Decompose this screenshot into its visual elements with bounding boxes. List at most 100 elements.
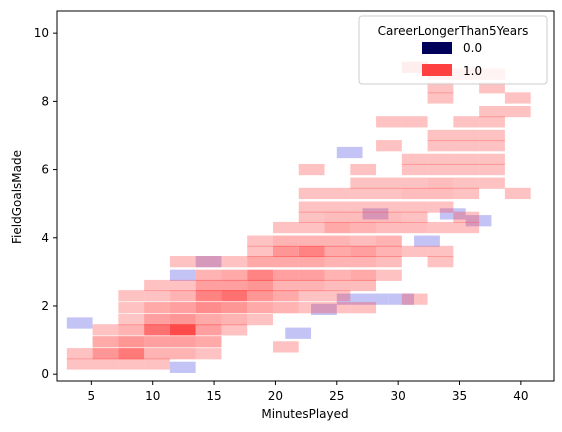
heatmap-cell-s1-85 [350,302,377,314]
x-tick-label-7: 40 [513,389,528,403]
heatmap-cell-s1-137 [453,153,480,165]
heatmap-cell-s1-35 [195,279,222,292]
heatmap-cell-s1-144 [479,153,505,165]
heatmap-cell-s1-76 [324,279,351,292]
heatmap-cell-s1-44 [221,256,248,268]
heatmap-cell-s0-4 [285,327,312,339]
heatmap-cell-s1-59 [272,245,299,258]
heatmap-cell-s1-41 [221,290,248,302]
heatmap-cell-s1-50 [247,256,273,268]
x-tick-label-1: 10 [145,389,160,403]
heatmap-cell-s1-5 [92,324,119,336]
legend-label-0: 0.0 [463,41,482,55]
heatmap-cell-s1-20 [144,279,170,292]
legend-box [358,15,548,85]
heatmap-cell-s1-70 [298,211,325,223]
heatmap-cell-s1-49 [247,269,273,281]
heatmap-cell-s0-3 [195,256,222,268]
heatmap-cell-s1-89 [350,245,377,258]
heatmap-cell-s0-13 [465,215,492,227]
heatmap-cell-s1-97 [376,269,402,281]
heatmap-cell-s1-66 [298,256,325,268]
heatmap-cell-s1-23 [169,324,196,336]
heatmap-cell-s1-58 [272,256,299,268]
heatmap-cell-s1-72 [298,187,325,200]
heatmap-cell-s1-10 [118,313,145,326]
heatmap-cell-s1-93 [350,201,377,213]
heatmap-cell-s0-6 [336,146,363,159]
heatmap-cell-s1-145 [479,140,505,152]
y-axis-title: FieldGoalsMade [10,150,24,244]
heatmap-cell-s1-64 [298,279,325,292]
heatmap-cell-s1-87 [350,269,377,281]
heatmap-cell-s0-12 [439,208,466,220]
heatmap-cell-s1-146 [479,129,505,142]
heatmap-cell-s1-8 [118,336,145,348]
heatmap-cell-s1-75 [324,290,351,302]
heatmap-cell-s1-31 [195,324,222,336]
heatmap-cell-s1-90 [350,235,377,247]
heatmap-cell-s0-8 [362,293,389,305]
heatmap-cell-s1-132 [453,221,480,234]
heatmap-cell-s1-16 [144,324,170,336]
heatmap-cell-s1-136 [453,163,480,176]
heatmap-cell-s1-71 [298,201,325,213]
heatmap-cell-s1-130 [427,82,454,94]
heatmap-cell-s1-152 [504,105,531,118]
heatmap-cell-s1-114 [401,177,428,189]
legend-swatch-1 [422,64,452,76]
heatmap-cell-s1-148 [479,105,505,118]
heatmap-cell-s1-126 [427,153,454,165]
heatmap-cell-s1-54 [272,302,299,314]
heatmap-cell-s1-56 [272,279,299,292]
heatmap-cell-s1-151 [504,187,531,200]
heatmap-cell-s1-36 [195,269,222,281]
heatmap-cell-s1-92 [350,211,377,223]
heatmap-cell-s1-34 [195,290,222,302]
heatmap-cell-s1-47 [247,290,273,302]
heatmap-cell-s1-22 [169,336,196,348]
heatmap-cell-s1-86 [350,279,377,292]
legend-title: CareerLongerThan5Years [378,24,529,38]
heatmap-cell-s1-4 [92,336,119,348]
heatmap-cell-s1-68 [298,235,325,247]
heatmap-cell-s1-121 [427,221,454,234]
heatmap-cell-s1-0 [66,358,93,370]
heatmap-cell-s1-140 [453,116,480,128]
heatmap-cell-s1-110 [401,221,428,234]
heatmap-cell-s1-149 [479,82,505,94]
heatmap-cell-s1-55 [272,290,299,302]
heatmap-cell-s1-7 [118,348,145,360]
heatmap-cell-s0-7 [336,293,363,305]
heatmap-cell-s1-1 [66,348,93,360]
heatmap-cell-s1-133 [453,211,480,223]
heatmap-cell-s1-62 [298,302,325,314]
heatmap-cell-s1-29 [195,348,222,360]
x-tick-label-6: 35 [452,389,467,403]
heatmap-cell-s1-15 [144,336,170,348]
heatmap-cell-s1-28 [169,256,196,268]
heatmap-cell-s1-99 [376,245,402,258]
heatmap-cell-s1-9 [118,324,145,336]
heatmap-cell-s1-116 [401,153,428,165]
heatmap-cell-s0-11 [414,235,440,247]
heatmap-cell-s1-53 [272,341,299,353]
heatmap-cell-s1-115 [401,163,428,176]
heatmap-cell-s1-60 [272,235,299,247]
heatmap-cell-s1-80 [324,235,351,247]
heatmap-cell-s1-17 [144,313,170,326]
heatmap-cell-s1-139 [453,129,480,142]
heatmap-cell-s1-147 [479,116,505,128]
heatmap-cell-s0-5 [311,303,337,316]
heatmap-cell-s1-88 [350,256,377,268]
heatmap-cell-s1-69 [298,221,325,234]
heatmap-cell-s1-106 [376,140,402,152]
heatmap-cell-s1-124 [427,177,454,189]
heatmap-cell-s1-74 [324,302,351,314]
heatmap-cell-s1-94 [350,187,377,200]
heatmap-cell-s1-112 [401,201,428,213]
heatmap-cell-s1-26 [169,290,196,302]
series-1.0 [66,61,531,370]
heatmap-cell-s1-51 [247,245,273,258]
